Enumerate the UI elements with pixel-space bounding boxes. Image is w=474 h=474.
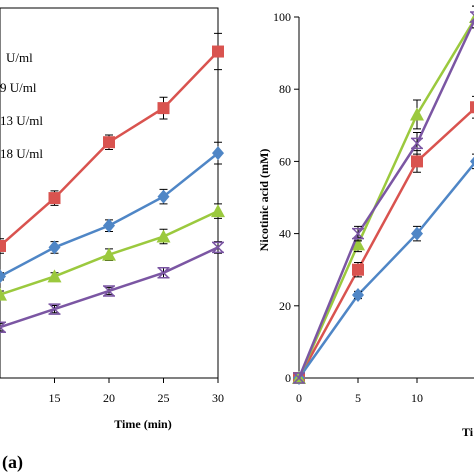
left-data-point: [0, 287, 7, 301]
left-x-tick-label: 20: [103, 391, 115, 405]
left-data-point: [48, 192, 61, 205]
right-y-tick-label: 60: [279, 154, 291, 168]
right-error-bar: [472, 5, 474, 29]
right-x-axis-label: Ti: [462, 425, 474, 439]
left-data-point: [103, 218, 115, 233]
right-series-line: [297, 18, 474, 379]
legend-entry: 18 U/ml: [0, 146, 43, 161]
right-error-bar: [472, 95, 474, 119]
right-data-point: [352, 287, 364, 302]
right-data-point: [293, 372, 305, 384]
left-data-point: [0, 239, 6, 252]
right-data-point: [351, 237, 365, 251]
right-series-line: [297, 161, 474, 379]
left-x-tick-label: 15: [49, 391, 61, 405]
left-data-point: [156, 229, 171, 243]
right-y-axis-label: Nicotinic acid (mM): [257, 149, 271, 252]
left-data-point: [0, 269, 6, 284]
right-x-tick-label: 5: [355, 391, 361, 405]
left-data-point: [103, 136, 115, 149]
left-data-point: [47, 269, 62, 283]
left-data-point: [48, 303, 61, 315]
right-series-line: [297, 17, 474, 379]
right-data-point: [411, 137, 423, 150]
left-error-bar: [0, 238, 4, 254]
left-data-point: [157, 102, 170, 115]
right-y-tick-label: 80: [279, 82, 291, 96]
right-data-point: [352, 227, 364, 240]
left-data-point: [157, 189, 170, 204]
left-data-point: [211, 204, 225, 218]
right-data-point: [470, 101, 474, 114]
left-x-axis-label: Time (min): [114, 417, 171, 431]
right-data-point: [352, 263, 364, 276]
right-data-point: [411, 155, 423, 168]
legend-entry: 13 U/ml: [0, 113, 43, 128]
left-x-tick-label: 30: [212, 391, 224, 405]
left-data-point: [212, 146, 224, 161]
right-x-tick-label: 0: [296, 391, 302, 405]
right-data-point: [411, 226, 423, 241]
right-data-point: [470, 156, 474, 167]
left-data-point: [102, 247, 116, 261]
left-data-point: [212, 241, 224, 254]
legend-entry: 9 U/ml: [0, 80, 37, 95]
legend-entry: U/ml: [6, 50, 33, 65]
left-data-point: [103, 285, 115, 297]
right-x-tick-label: 10: [411, 391, 423, 405]
left-data-point: [48, 240, 61, 255]
right-y-tick-label: 20: [279, 299, 291, 313]
right-series-line: [297, 107, 474, 379]
right-y-tick-label: 100: [273, 10, 291, 24]
left-x-tick-label: 25: [158, 391, 170, 405]
right-plot-area: 02040608010005101: [273, 5, 474, 405]
left-plot-area: 15 20 25 30 U/ml 9 U/ml 13 U/ml 18 U/ml: [0, 32, 225, 405]
right-y-tick-label: 40: [279, 227, 291, 241]
panel-label: (a): [2, 452, 23, 473]
right-y-tick-label: 0: [285, 371, 291, 385]
left-data-point: [212, 45, 224, 58]
left-data-point: [157, 267, 170, 279]
right-error-bar: [472, 153, 474, 170]
right-data-point: [410, 107, 424, 121]
